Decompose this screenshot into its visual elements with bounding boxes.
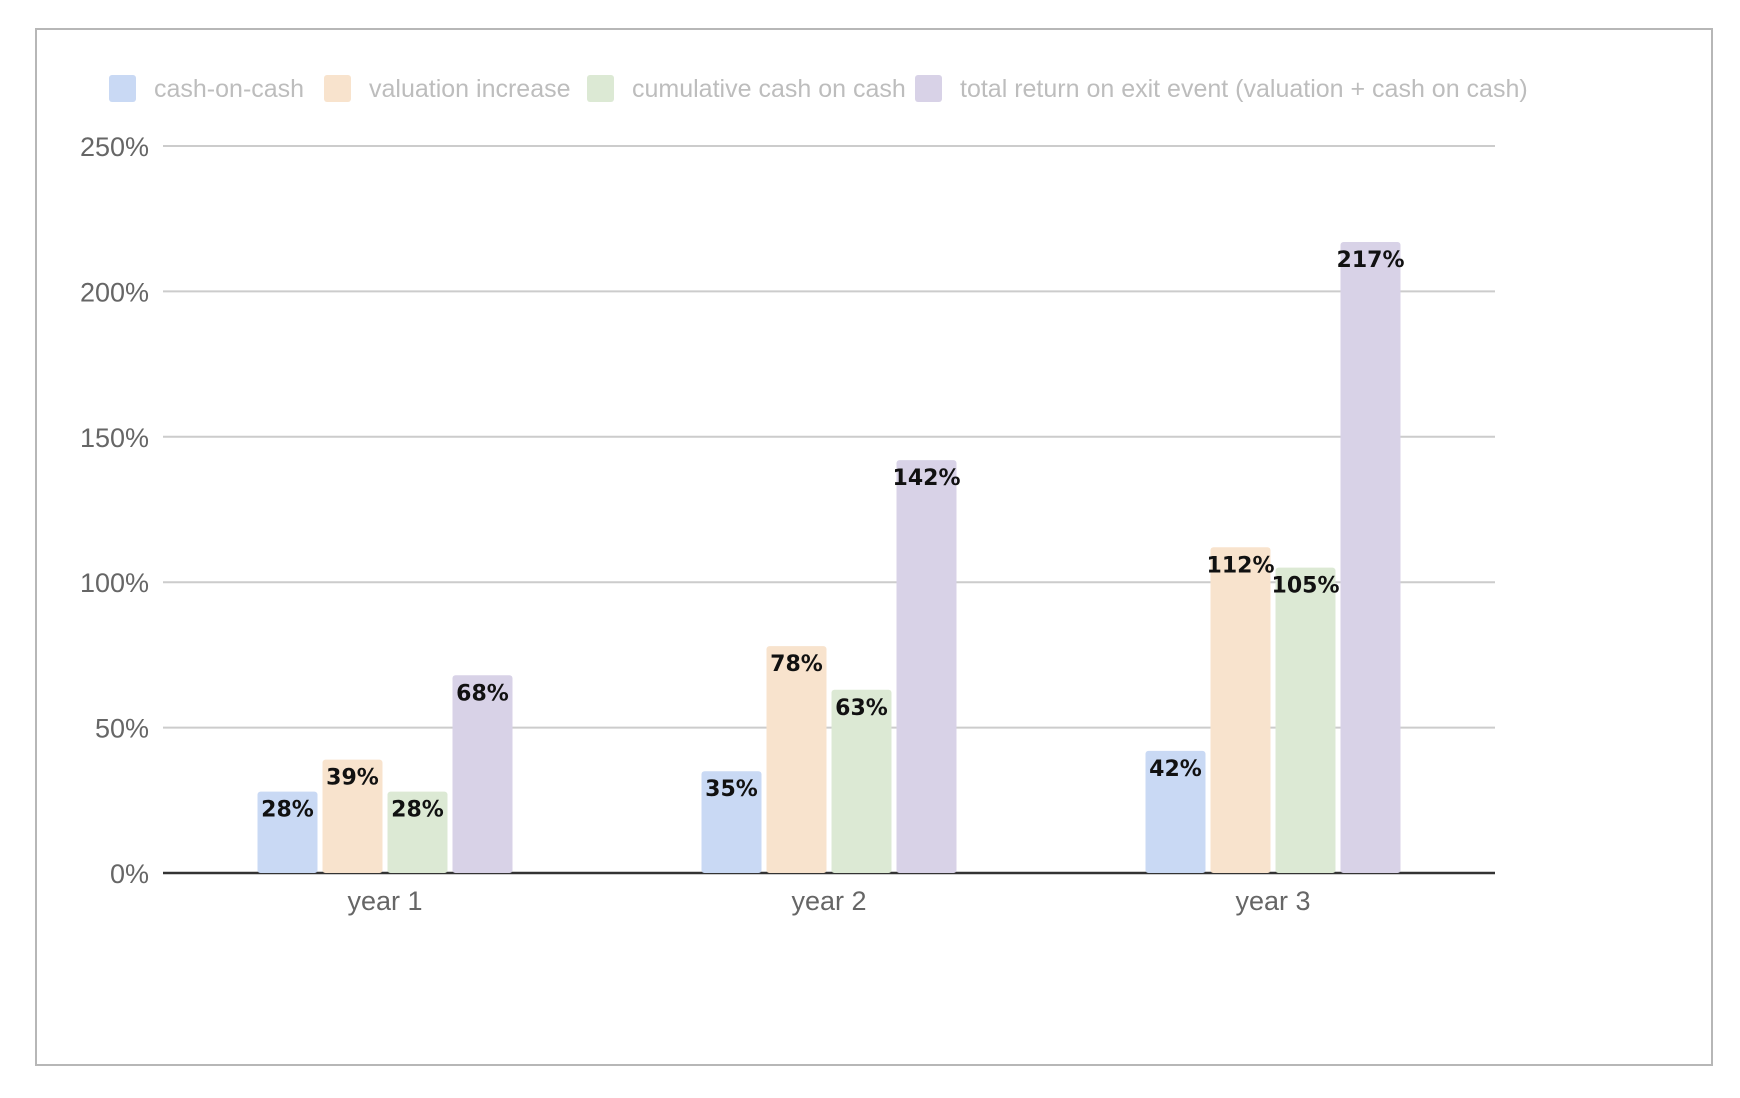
x-tick-label-year-1: year 1 xyxy=(347,886,422,916)
bar-cash-on-cash-year-2 xyxy=(701,771,762,873)
data-label-valuation-increase-year-2: 78% xyxy=(770,652,823,677)
x-axis-ticks: year 1 year 2 year 3 xyxy=(347,886,1310,916)
bar-chart: cash-on-cash valuation increase cumulative… xyxy=(80,75,1528,916)
data-label-cash-on-cash-year-2: 35% xyxy=(705,777,758,802)
legend-label-cash-on-cash: cash-on-cash xyxy=(154,75,304,103)
bar-cumulative-cash-on-cash-year-3 xyxy=(1275,567,1336,873)
legend-label-valuation-increase: valuation increase xyxy=(369,75,571,103)
y-tick-label: 0% xyxy=(110,859,149,889)
legend-label-cumulative-cash-on-cash: cumulative cash on cash xyxy=(632,75,906,103)
data-label-total-return-on-exit-event-valuation-cash-on-cash-year-3: 217% xyxy=(1337,248,1405,273)
x-tick-label-year-2: year 2 xyxy=(791,886,866,916)
data-label-cumulative-cash-on-cash-year-1: 28% xyxy=(391,798,444,823)
bars: 28% 39% 28% 68% 35% 78% 63% 142% 42% 112%105% 217% xyxy=(257,241,1405,874)
legend: cash-on-cash valuation increase cumulative… xyxy=(109,75,1528,103)
bar-total-return-on-exit-event-valuation-cash-on-cash-year-2 xyxy=(896,460,957,873)
legend-swatch-cumulative-cash-on-cash xyxy=(587,75,614,102)
y-tick-label: 100% xyxy=(80,568,149,598)
x-tick-label-year-3: year 3 xyxy=(1235,886,1310,916)
legend-swatch-cash-on-cash xyxy=(109,75,136,102)
data-label-valuation-increase-year-1: 39% xyxy=(326,766,379,791)
legend-swatch-total-return-on-exit-event-valuation-cash-on-cash xyxy=(915,75,942,102)
data-label-total-return-on-exit-event-valuation-cash-on-cash-year-2: 142% xyxy=(893,466,961,491)
data-label-valuation-increase-year-3: 112% xyxy=(1207,553,1275,578)
bar-cumulative-cash-on-cash-year-2 xyxy=(831,689,892,873)
chart-frame: cash-on-cash valuation increase cumulative… xyxy=(35,28,1713,1066)
bar-total-return-on-exit-event-valuation-cash-on-cash-year-1 xyxy=(452,675,513,873)
bar-cash-on-cash-year-3 xyxy=(1145,750,1206,873)
legend-label-total-return-on-exit-event-valuation-cash-on-cash: total return on exit event (valuation + … xyxy=(960,75,1528,103)
y-tick-label: 50% xyxy=(95,714,149,744)
bar-valuation-increase-year-3 xyxy=(1210,547,1271,873)
data-label-cumulative-cash-on-cash-year-2: 63% xyxy=(835,696,888,721)
gridlines xyxy=(163,145,1495,875)
bar-total-return-on-exit-event-valuation-cash-on-cash-year-3 xyxy=(1340,241,1401,874)
bar-cash-on-cash-year-1 xyxy=(257,791,318,873)
bar-cumulative-cash-on-cash-year-1 xyxy=(387,791,448,873)
y-tick-label: 250% xyxy=(80,132,149,162)
data-label-cash-on-cash-year-1: 28% xyxy=(261,798,314,823)
legend-swatch-valuation-increase xyxy=(324,75,351,102)
bar-valuation-increase-year-2 xyxy=(766,646,827,873)
data-label-cash-on-cash-year-3: 42% xyxy=(1149,757,1202,782)
y-tick-label: 150% xyxy=(80,423,149,453)
bar-valuation-increase-year-1 xyxy=(322,759,383,873)
y-tick-label: 200% xyxy=(80,277,149,307)
y-axis-ticks: 0% 50% 100% 150% 200% 250% xyxy=(80,132,149,889)
data-label-total-return-on-exit-event-valuation-cash-on-cash-year-1: 68% xyxy=(456,681,509,706)
data-label-cumulative-cash-on-cash-year-3: 105% xyxy=(1272,574,1340,599)
